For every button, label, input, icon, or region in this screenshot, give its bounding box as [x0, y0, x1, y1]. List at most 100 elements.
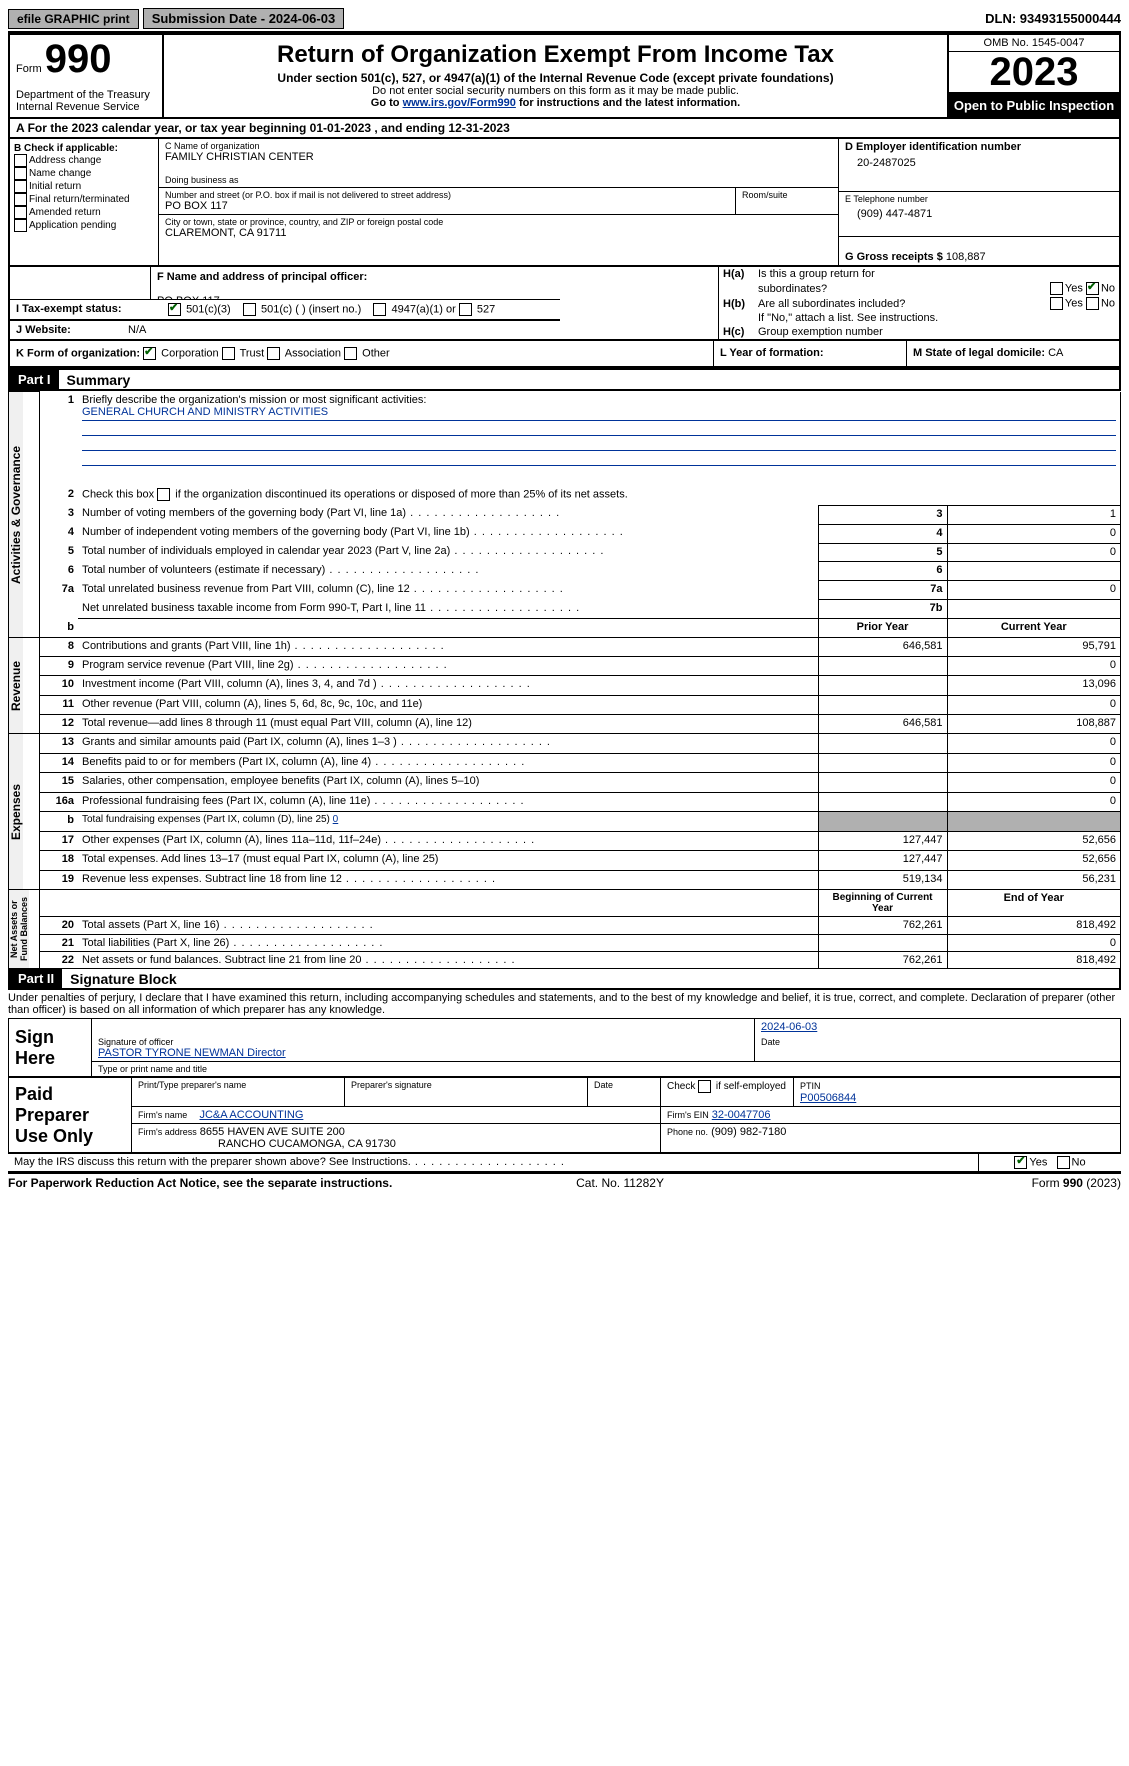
street: PO BOX 117	[165, 200, 729, 212]
row-10: 10Investment income (Part VIII, column (…	[9, 676, 1121, 695]
col-prior: Prior Year	[818, 619, 947, 638]
sig-officer[interactable]: PASTOR TYRONE NEWMAN Director	[98, 1047, 286, 1059]
row-16a: 16aProfessional fundraising fees (Part I…	[9, 792, 1121, 812]
sign-here-label: Sign Here	[9, 1019, 92, 1077]
cb-501c[interactable]	[243, 303, 256, 316]
row-5: 5Total number of individuals employed in…	[9, 543, 1121, 562]
submission-date: Submission Date - 2024-06-03	[143, 8, 345, 29]
ha-no-checkbox[interactable]	[1086, 282, 1099, 295]
dba-label: Doing business as	[165, 175, 832, 185]
firm-ein[interactable]: 32-0047706	[712, 1109, 771, 1121]
open-inspection: Open to Public Inspection	[949, 94, 1119, 117]
vlabel-net-assets: Net Assets or Fund Balances	[9, 890, 29, 968]
form-subtitle: Under section 501(c), 527, or 4947(a)(1)…	[172, 71, 939, 85]
receipts-label: G Gross receipts $	[845, 251, 943, 263]
cb-corporation[interactable]	[143, 347, 156, 360]
row-15: 15Salaries, other compensation, employee…	[9, 773, 1121, 793]
row-20: 20Total assets (Part X, line 16)762,2618…	[9, 917, 1121, 934]
org-name: FAMILY CHRISTIAN CENTER	[165, 151, 832, 163]
row-klm: K Form of organization: Corporation Trus…	[8, 341, 1121, 368]
summary-table: Activities & Governance 1 Briefly descri…	[8, 391, 1121, 969]
form-header: Form 990 Department of the Treasury Inte…	[8, 33, 1121, 119]
vlabel-revenue: Revenue	[9, 638, 23, 733]
ha-yes-checkbox[interactable]	[1050, 282, 1063, 295]
firm-phone: (909) 982-7180	[711, 1126, 786, 1138]
cb-application-pending[interactable]: Application pending	[14, 219, 154, 232]
form990-link[interactable]: www.irs.gov/Form990	[403, 97, 516, 109]
part2-header: Part II Signature Block	[8, 969, 1121, 990]
section-bcd: B Check if applicable: Address change Na…	[8, 139, 1121, 267]
footer: For Paperwork Reduction Act Notice, see …	[8, 1172, 1121, 1190]
vlabel-activities: Activities & Governance	[9, 392, 23, 637]
cb-discontinued[interactable]	[157, 488, 170, 501]
hb-yes-checkbox[interactable]	[1050, 297, 1063, 310]
cb-final-return[interactable]: Final return/terminated	[14, 193, 154, 206]
row-12: 12Total revenue—add lines 8 through 11 (…	[9, 714, 1121, 733]
form-number: 990	[45, 37, 112, 81]
cb-self-employed[interactable]	[698, 1080, 711, 1093]
receipts: 108,887	[946, 251, 986, 263]
city-label: City or town, state or province, country…	[165, 217, 832, 227]
cb-other[interactable]	[344, 347, 357, 360]
vlabel-expenses: Expenses	[9, 734, 23, 889]
row-14: 14Benefits paid to or for members (Part …	[9, 753, 1121, 773]
cb-amended-return[interactable]: Amended return	[14, 206, 154, 219]
cb-trust[interactable]	[222, 347, 235, 360]
dln-number: DLN: 93493155000444	[985, 11, 1121, 26]
cb-name-change[interactable]: Name change	[14, 167, 154, 180]
paid-preparer-label: Paid Preparer Use Only	[9, 1078, 132, 1153]
goto-line: Go to www.irs.gov/Form990 for instructio…	[172, 97, 939, 109]
fundraising-value-link[interactable]: 0	[333, 814, 339, 825]
form-word: Form	[16, 63, 42, 75]
row-18: 18Total expenses. Add lines 13–17 (must …	[9, 851, 1121, 871]
efile-print-button[interactable]: efile GRAPHIC print	[8, 9, 139, 29]
mission-text: GENERAL CHURCH AND MINISTRY ACTIVITIES	[82, 406, 1116, 421]
form-note: Do not enter social security numbers on …	[172, 85, 939, 97]
cb-may-discuss-yes[interactable]	[1014, 1156, 1027, 1169]
row-7a: 7aTotal unrelated business revenue from …	[9, 581, 1121, 600]
part1-header: Part I Summary	[8, 368, 1121, 391]
cb-initial-return[interactable]: Initial return	[14, 180, 154, 193]
cb-501c3[interactable]	[168, 303, 181, 316]
cb-527[interactable]	[459, 303, 472, 316]
paperwork-notice: For Paperwork Reduction Act Notice, see …	[8, 1176, 392, 1190]
city: CLAREMONT, CA 91711	[165, 227, 832, 239]
line-a-tax-year: A For the 2023 calendar year, or tax yea…	[8, 119, 1121, 139]
cb-address-change[interactable]: Address change	[14, 154, 154, 167]
cb-may-discuss-no[interactable]	[1057, 1156, 1070, 1169]
row-3: 3Number of voting members of the governi…	[9, 505, 1121, 524]
dept-treasury: Department of the Treasury	[16, 89, 156, 101]
cb-association[interactable]	[267, 347, 280, 360]
org-name-label: C Name of organization	[165, 141, 832, 151]
firm-name[interactable]: JC&A ACCOUNTING	[199, 1109, 303, 1121]
signature-block: Sign Here 2024-06-03 Signature of office…	[8, 1018, 1121, 1172]
row-22: 22Net assets or fund balances. Subtract …	[9, 951, 1121, 968]
dept-irs: Internal Revenue Service	[16, 101, 156, 113]
col-begin: Beginning of Current Year	[818, 890, 947, 917]
firm-address: 8655 HAVEN AVE SUITE 200	[200, 1126, 345, 1138]
row-16b: bTotal fundraising expenses (Part IX, co…	[9, 812, 1121, 832]
phone-label: E Telephone number	[845, 194, 1113, 204]
hb-no-checkbox[interactable]	[1086, 297, 1099, 310]
row-i: I Tax-exempt status: 501(c)(3) 501(c) ( …	[8, 299, 560, 321]
row-21: 21Total liabilities (Part X, line 26)0	[9, 934, 1121, 951]
box-b-title: B Check if applicable:	[14, 143, 154, 154]
row-6: 6Total number of volunteers (estimate if…	[9, 562, 1121, 581]
row-19: 19Revenue less expenses. Subtract line 1…	[9, 870, 1121, 890]
tax-year: 2023	[949, 52, 1119, 94]
row-7b: Net unrelated business taxable income fr…	[9, 600, 1121, 619]
officer-label: F Name and address of principal officer:	[157, 271, 712, 283]
row-j: J Website: N/A	[8, 321, 560, 341]
form-title: Return of Organization Exempt From Incom…	[172, 41, 939, 69]
ein-label: D Employer identification number	[845, 141, 1113, 153]
declaration: Under penalties of perjury, I declare th…	[8, 990, 1121, 1018]
sig-date[interactable]: 2024-06-03	[761, 1021, 817, 1033]
row-9: 9Program service revenue (Part VIII, lin…	[9, 657, 1121, 676]
phone: (909) 447-4871	[845, 204, 1113, 220]
ptin-value[interactable]: P00506844	[800, 1092, 856, 1104]
cb-4947[interactable]	[373, 303, 386, 316]
row-11: 11Other revenue (Part VIII, column (A), …	[9, 695, 1121, 714]
state-domicile: CA	[1048, 347, 1063, 359]
website-value: N/A	[128, 324, 146, 336]
col-current: Current Year	[947, 619, 1120, 638]
